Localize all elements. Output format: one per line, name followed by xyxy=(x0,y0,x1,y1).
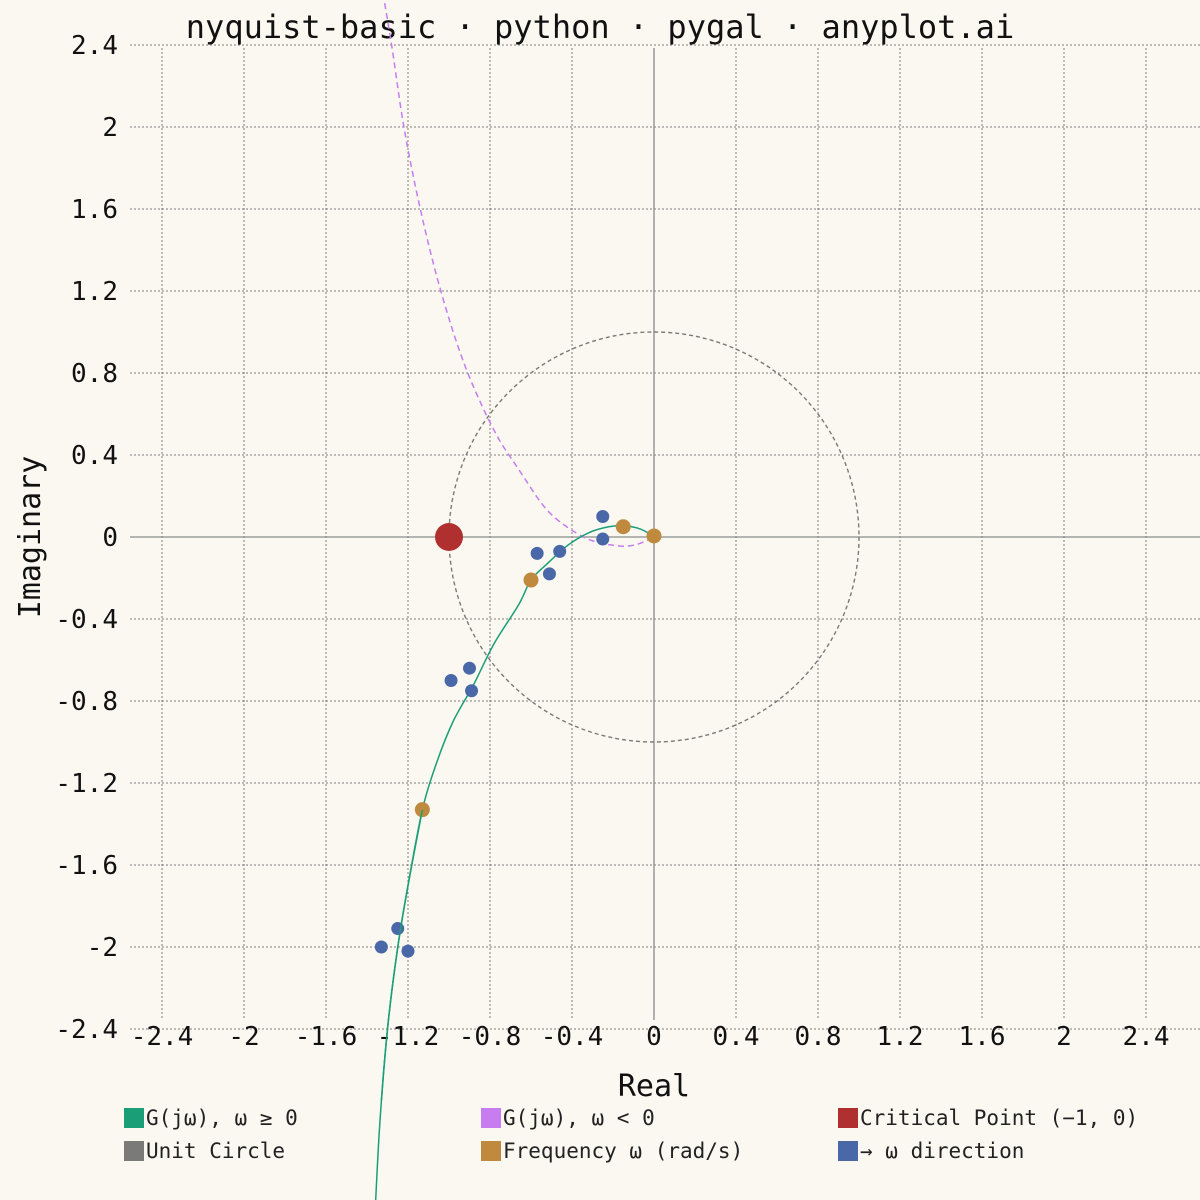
x-tick-labels: -2.4 -2 -1.6 -1.2 -0.8 -0.4 0 0.4 0.8 1.2 1.6 2 2.4 xyxy=(131,1022,1170,1052)
y-tick-label: 1.6 xyxy=(71,195,118,225)
grid xyxy=(130,44,1200,1030)
direction-marker xyxy=(553,544,567,558)
y-tick-label: -1.2 xyxy=(55,769,118,799)
unit-circle xyxy=(448,331,860,743)
legend-label-negative: G(jω), ω < 0 xyxy=(503,1106,655,1130)
x-tick-label: -2.4 xyxy=(131,1022,194,1052)
frequency-marker xyxy=(646,528,662,544)
legend: G(jω), ω ≥ 0 G(jω), ω < 0 Critical Point… xyxy=(0,1100,1200,1170)
legend-label-direction: → ω direction xyxy=(860,1139,1025,1163)
direction-marker xyxy=(542,567,556,581)
direction-marker xyxy=(530,546,544,560)
axes xyxy=(130,48,1200,1020)
y-tick-label: -0.4 xyxy=(55,605,118,635)
x-tick-label: 0.4 xyxy=(713,1022,760,1052)
y-tick-labels: 2.4 2 1.6 1.2 0.8 0.4 0 -0.4 -0.8 -1.2 -1.6 -2 -2.4 xyxy=(55,31,118,1045)
y-tick-label: 0.8 xyxy=(71,359,118,389)
legend-item-unit-circle[interactable]: Unit Circle xyxy=(124,1139,285,1163)
legend-item-critical[interactable]: Critical Point (−1, 0) xyxy=(838,1106,1138,1130)
y-tick-label: 0 xyxy=(102,523,118,553)
legend-swatch-negative xyxy=(481,1108,501,1128)
direction-marker xyxy=(391,922,405,936)
y-tick-label: 0.4 xyxy=(71,441,118,471)
direction-marker xyxy=(444,674,458,687)
x-axis-label: Real xyxy=(618,1069,690,1100)
x-tick-label: 2 xyxy=(1056,1022,1072,1052)
y-tick-label: -2.4 xyxy=(55,1015,118,1045)
negative-frequency-curve xyxy=(383,0,655,547)
chart-title: nyquist-basic · python · pygal · anyplot… xyxy=(186,8,1014,46)
positive-frequency-curve xyxy=(380,524,655,1100)
direction-marker xyxy=(374,940,388,954)
critical-point xyxy=(435,523,463,551)
x-tick-label: 0.8 xyxy=(795,1022,842,1052)
legend-swatch-critical xyxy=(838,1108,858,1128)
x-tick-label: 1.2 xyxy=(877,1022,924,1052)
x-tick-label: -1.2 xyxy=(377,1022,440,1052)
legend-item-negative[interactable]: G(jω), ω < 0 xyxy=(481,1106,655,1130)
y-tick-label: -0.8 xyxy=(55,687,118,717)
legend-label-positive: G(jω), ω ≥ 0 xyxy=(146,1106,298,1130)
direction-marker xyxy=(465,684,479,698)
frequency-marker xyxy=(523,572,539,588)
x-tick-label: -0.8 xyxy=(459,1022,522,1052)
y-tick-label: 2.4 xyxy=(71,31,118,61)
y-tick-label: -1.6 xyxy=(55,851,118,881)
legend-swatch-direction xyxy=(838,1141,858,1161)
x-tick-label: -1.6 xyxy=(295,1022,358,1052)
y-axis-label: Imaginary xyxy=(13,456,48,619)
x-tick-label: 2.4 xyxy=(1123,1022,1170,1052)
legend-swatch-frequency xyxy=(481,1141,501,1161)
direction-marker xyxy=(596,510,610,523)
direction-marker xyxy=(463,661,476,675)
legend-item-positive[interactable]: G(jω), ω ≥ 0 xyxy=(124,1106,298,1130)
x-tick-label: -0.4 xyxy=(541,1022,604,1052)
legend-label-unit-circle: Unit Circle xyxy=(146,1139,286,1163)
direction-marker xyxy=(596,532,610,546)
y-tick-label: 1.2 xyxy=(71,277,118,307)
legend-label-frequency: Frequency ω (rad/s) xyxy=(503,1139,744,1163)
legend-item-frequency[interactable]: Frequency ω (rad/s) xyxy=(481,1139,743,1163)
frequency-marker xyxy=(615,519,631,535)
direction-marker xyxy=(401,944,415,958)
legend-item-direction[interactable]: → ω direction xyxy=(838,1139,1024,1163)
frequency-marker xyxy=(414,802,430,818)
nyquist-plot: nyquist-basic · python · pygal · anyplot… xyxy=(13,0,1200,1100)
y-tick-label: -2 xyxy=(87,933,118,963)
series-layer xyxy=(374,0,860,1100)
x-tick-label: 1.6 xyxy=(959,1022,1006,1052)
x-tick-label: 0 xyxy=(646,1022,662,1052)
legend-label-critical: Critical Point (−1, 0) xyxy=(860,1106,1139,1130)
legend-swatch-unit-circle xyxy=(124,1141,144,1161)
legend-swatch-positive xyxy=(124,1108,144,1128)
x-tick-label: -2 xyxy=(228,1022,259,1052)
y-tick-label: 2 xyxy=(102,113,118,143)
